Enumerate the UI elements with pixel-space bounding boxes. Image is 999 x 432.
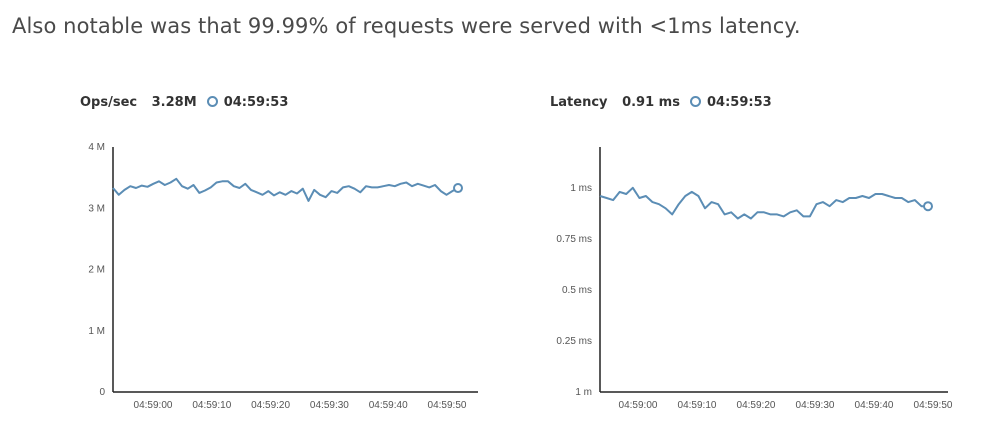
ops-chart-panel: Ops/sec 3.28M 04:59:53 0 1 M 2 M 3 M 4 M 04:5… — [80, 95, 480, 425]
ops-chart-header: Ops/sec 3.28M 04:59:53 — [80, 95, 288, 110]
x-tick-label: 04:59:40 — [855, 400, 894, 411]
timestamp-marker-icon — [207, 96, 219, 107]
y-tick-label: 1 M — [88, 326, 105, 337]
y-tick-label: 0 — [99, 387, 105, 398]
latency-chart-header: Latency 0.91 ms 04:59:53 — [550, 95, 772, 110]
x-tick-label: 04:59:30 — [310, 400, 349, 411]
x-tick-label: 04:59:50 — [914, 400, 953, 411]
timestamp-marker-icon — [690, 96, 702, 107]
series-line — [599, 186, 928, 220]
series-end-marker — [453, 183, 463, 194]
intro-text: Also notable was that 99.99% of requests… — [12, 14, 801, 38]
latency-chart-panel: Latency 0.91 ms 04:59:53 1 m 0.25 ms 0.5 m… — [550, 95, 953, 425]
y-tick-label: 0.25 ms — [556, 336, 592, 347]
y-tick-label: 0.5 ms — [562, 285, 592, 296]
ops-metric-label: Ops/sec — [80, 95, 138, 110]
x-tick-label: 04:59:40 — [369, 400, 408, 411]
x-tick-label: 04:59:20 — [737, 400, 776, 411]
y-tick-label: 3 M — [88, 203, 105, 214]
y-tick-label: 2 M — [88, 265, 105, 276]
latency-timestamp: 04:59:53 — [707, 95, 772, 110]
y-tick-label: 0.75 ms — [556, 234, 592, 245]
ops-timestamp: 04:59:53 — [223, 95, 289, 110]
ops-line-chart: 0 1 M 2 M 3 M 4 M 04:59:00 04:59:10 04:59:20 04:… — [88, 142, 478, 411]
y-tick-label: 4 M — [88, 142, 105, 153]
x-tick-label: 04:59:50 — [428, 400, 467, 411]
x-tick-label: 04:59:00 — [134, 400, 173, 411]
series-line — [112, 177, 459, 202]
ops-current-value: 3.28M — [151, 95, 197, 110]
x-tick-label: 04:59:20 — [251, 400, 290, 411]
latency-current-value: 0.91 ms — [622, 95, 680, 110]
x-tick-label: 04:59:10 — [678, 400, 717, 411]
x-tick-label: 04:59:00 — [619, 400, 658, 411]
latency-line-chart: 1 m 0.25 ms 0.5 ms 0.75 ms 1 ms 04:59:00 04:59… — [556, 147, 953, 411]
x-tick-label: 04:59:10 — [192, 400, 231, 411]
latency-metric-label: Latency — [550, 95, 608, 110]
y-tick-label: 1 m — [575, 387, 592, 398]
series-end-marker — [923, 201, 933, 212]
x-tick-label: 04:59:30 — [796, 400, 835, 411]
y-tick-label: 1 ms — [570, 183, 592, 194]
